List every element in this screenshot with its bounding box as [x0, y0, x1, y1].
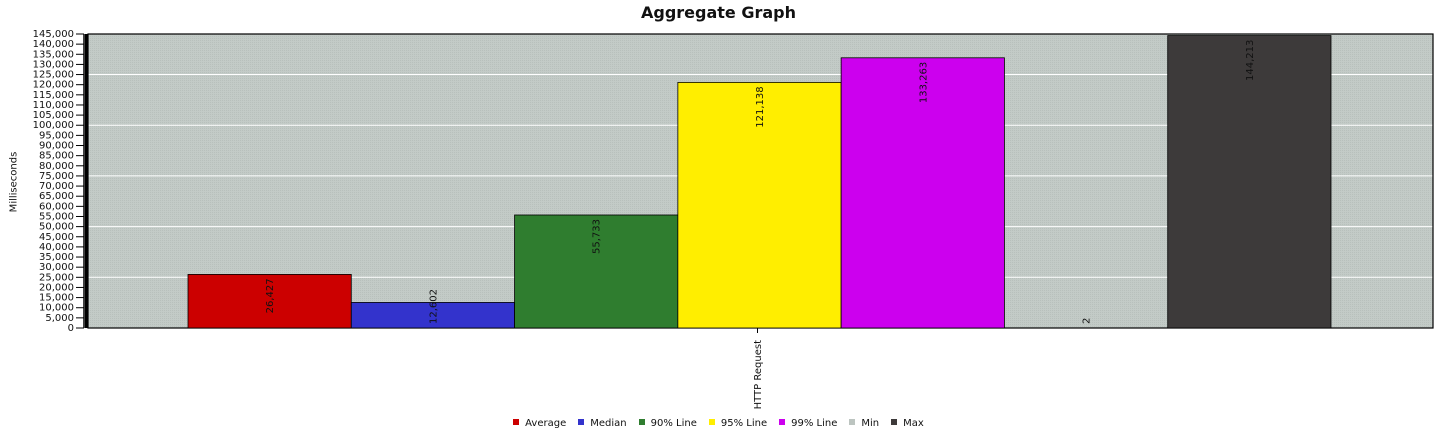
y-tick-label: 135,000 — [33, 49, 74, 60]
y-axis: 05,00010,00015,00020,00025,00030,00035,0… — [33, 29, 88, 334]
legend-item-max: Max — [891, 418, 924, 429]
y-tick-label: 90,000 — [39, 141, 74, 152]
legend-swatch — [578, 419, 585, 425]
y-tick-label: 10,000 — [39, 303, 74, 314]
legend-label: Min — [861, 418, 880, 429]
bar-average — [187, 274, 352, 329]
legend-item-90pct-line: 90% Line — [638, 418, 697, 429]
legend-swatch — [638, 419, 645, 425]
y-tick-label: 30,000 — [39, 262, 74, 273]
legend-swatch — [891, 419, 898, 425]
data-label-max: 144,213 — [1245, 40, 1256, 81]
y-tick-label: 125,000 — [33, 70, 74, 81]
legend-swatch — [779, 419, 786, 425]
legend-item-95pct-line: 95% Line — [708, 418, 768, 429]
y-tick-label: 25,000 — [39, 272, 74, 283]
data-label-99pct-line: 133,263 — [918, 62, 929, 103]
legend-label: 95% Line — [720, 418, 768, 429]
y-tick-label: 15,000 — [39, 293, 74, 304]
y-tick-label: 105,000 — [33, 110, 74, 121]
y-tick-label: 110,000 — [33, 100, 74, 111]
y-tick-label: 65,000 — [39, 191, 74, 202]
x-tick-label: HTTP Request — [753, 340, 764, 409]
bar-90pct-line — [514, 214, 679, 329]
y-tick-label: 85,000 — [39, 151, 74, 162]
y-tick-label: 120,000 — [33, 80, 74, 91]
legend-label: Average — [525, 418, 567, 429]
data-label-95pct-line: 121,138 — [755, 86, 766, 127]
y-tick-label: 35,000 — [39, 252, 74, 263]
legend-item-min: Min — [849, 418, 879, 429]
legend-label: 99% Line — [791, 418, 838, 429]
y-tick-label: 45,000 — [39, 232, 74, 243]
chart-title: Aggregate Graph — [640, 3, 796, 22]
legend: Average Median 90% Line 95% Line 99% Line Min… — [0, 418, 1437, 429]
legend-item-average: Average — [513, 418, 566, 429]
bar-99pct-line — [840, 57, 1005, 329]
bar-max — [1167, 35, 1332, 329]
y-tick-label: 5,000 — [45, 313, 74, 324]
y-tick-label: 60,000 — [39, 201, 74, 212]
y-tick-label: 50,000 — [39, 222, 74, 233]
y-tick-label: 140,000 — [33, 39, 74, 50]
y-axis-band — [85, 34, 88, 328]
y-tick-label: 115,000 — [33, 90, 74, 101]
x-axis: HTTP Request — [753, 328, 764, 409]
data-label-average: 26,427 — [265, 278, 276, 313]
legend-item-99pct-line: 99% Line — [779, 418, 837, 429]
data-label-median: 12,602 — [428, 289, 439, 324]
y-tick-label: 20,000 — [39, 282, 74, 293]
legend-label: Max — [903, 418, 924, 429]
legend-swatch — [513, 419, 520, 425]
legend-swatch — [849, 419, 856, 425]
legend-label: Median — [590, 418, 627, 429]
bars-group: 26,427 12,602 55,733 121,138 133,263 2 144,213 — [187, 35, 1332, 329]
data-label-min: 2 — [1082, 318, 1093, 324]
y-tick-label: 130,000 — [33, 59, 74, 70]
legend-swatch — [708, 419, 715, 425]
y-tick-label: 0 — [68, 323, 74, 334]
y-tick-label: 70,000 — [39, 181, 74, 192]
bar-95pct-line — [677, 81, 842, 329]
y-tick-label: 40,000 — [39, 242, 74, 253]
y-tick-label: 95,000 — [39, 130, 74, 141]
y-tick-label: 145,000 — [33, 29, 74, 40]
bar-median — [350, 302, 515, 329]
legend-item-median: Median — [578, 418, 627, 429]
y-tick-label: 75,000 — [39, 171, 74, 182]
y-tick-label: 80,000 — [39, 161, 74, 172]
data-label-90pct-line: 55,733 — [592, 219, 603, 254]
y-tick-label: 100,000 — [33, 120, 74, 131]
y-tick-label: 55,000 — [39, 211, 74, 222]
legend-label: 90% Line — [650, 418, 697, 429]
